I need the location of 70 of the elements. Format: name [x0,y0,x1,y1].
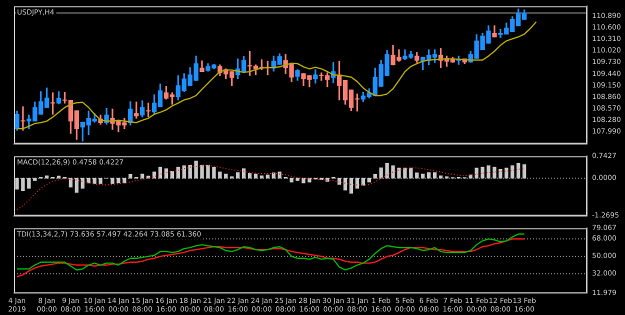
bar [86,178,90,184]
bar [128,174,132,179]
bar [290,178,294,182]
bar [260,176,264,179]
bar [200,164,204,179]
bar [498,168,502,179]
bar [152,172,156,179]
bar [68,178,73,188]
bar [266,174,270,179]
bar [367,178,371,182]
bar [504,168,508,179]
bar [302,178,306,184]
bar [80,178,84,189]
bar [474,168,478,179]
bar [349,178,354,194]
bar [236,172,240,179]
bar [248,173,252,179]
bar [164,168,168,179]
bar [415,172,419,179]
bar [206,164,210,179]
bar [21,178,25,191]
bar [492,166,496,179]
bar [308,178,312,182]
bar [355,178,360,189]
bar [33,178,37,181]
bar [432,172,437,179]
bar [110,178,114,184]
bar [480,166,484,179]
bar [326,178,330,182]
bar [254,174,258,179]
bar [427,172,431,179]
bar [98,178,102,184]
bar [438,176,443,179]
bar [421,174,425,179]
bar [140,174,144,179]
bar [176,166,180,179]
bar [522,164,526,179]
bar [158,166,162,179]
bar [92,178,96,184]
bar [272,172,276,179]
bar [230,176,234,179]
bar [373,174,377,179]
bar [122,178,126,184]
bar [444,176,449,179]
line-series [16,165,525,210]
bar [379,168,383,179]
bar [516,163,520,179]
bar [409,168,413,179]
bar [510,165,514,179]
bar [170,171,174,179]
bar [74,178,78,193]
bar [397,168,401,179]
bar [385,163,389,179]
bar [194,160,198,179]
bar [27,178,31,189]
bar [218,172,222,179]
bar [116,178,120,184]
bar [296,178,300,181]
bar [391,165,395,179]
bar [242,168,246,179]
bar [403,168,407,179]
bar [278,172,282,179]
bar [188,164,192,179]
bar [224,174,228,179]
bar [486,165,490,179]
bar [45,176,49,179]
bar [182,165,186,179]
bar [212,166,216,179]
candlestick [20,106,26,131]
bar [343,178,348,190]
